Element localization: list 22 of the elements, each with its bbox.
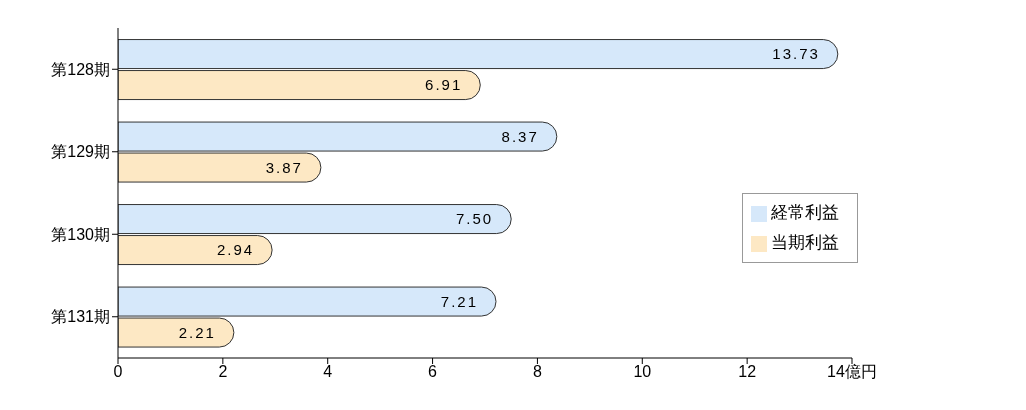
y-tick-label: 第129期 [51, 143, 110, 161]
text: 2.94 [216, 241, 255, 259]
text: 8.37 [501, 127, 539, 145]
x-tick-label: 4 [323, 363, 333, 381]
x-tick-label: 2 [218, 363, 228, 381]
x-tick-label: 14億円 [827, 363, 877, 381]
x-tick-label: 6 [428, 363, 438, 381]
text: 3.87 [265, 158, 303, 176]
text: 7.50 [456, 210, 494, 228]
y-tick-label: 第131期 [51, 308, 110, 326]
y-tick-label: 第130期 [51, 225, 110, 243]
x-tick-label: 10 [633, 363, 652, 381]
text: 13.73 [772, 45, 820, 63]
y-tick-label: 第128期 [51, 60, 110, 78]
text: 7.21 [440, 292, 479, 310]
text: 6.91 [425, 76, 463, 94]
x-tick-label: 8 [532, 363, 542, 381]
x-tick-label: 12 [738, 363, 757, 381]
legend-label: 当期利益 [771, 233, 839, 252]
x-tick-label: 0 [113, 363, 123, 381]
legend-label: 経常利益 [771, 203, 839, 222]
text: 2.21 [178, 323, 216, 341]
